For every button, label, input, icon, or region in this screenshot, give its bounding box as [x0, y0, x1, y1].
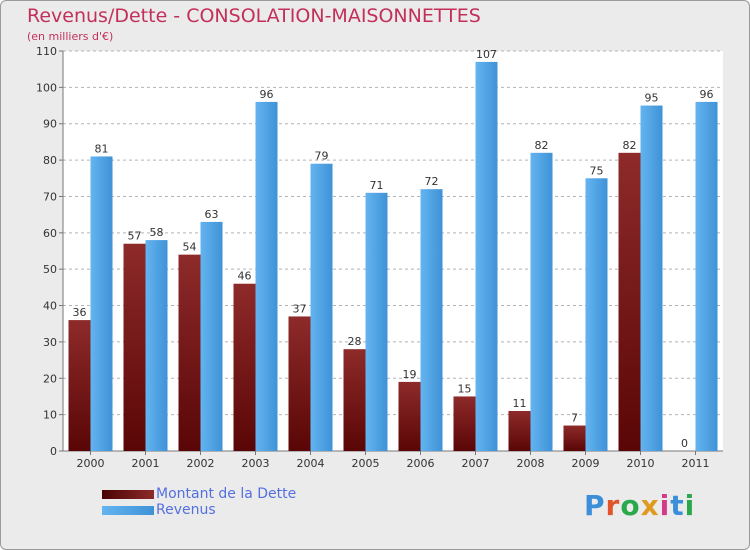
bar-debt: [123, 243, 146, 451]
logo-letter: i: [659, 489, 671, 522]
bar-revenus: [695, 101, 718, 451]
data-label-revenus: 79: [315, 150, 329, 163]
bar-revenus: [365, 192, 388, 451]
legend-swatch-debt: [102, 490, 154, 499]
data-label-debt: 11: [513, 397, 527, 410]
bar-debt: [68, 320, 91, 451]
logo-letter: r: [605, 489, 621, 522]
y-tick-label: 80: [43, 154, 57, 167]
data-label-debt: 57: [128, 230, 142, 243]
y-tick-label: 110: [36, 45, 57, 58]
bar-revenus: [90, 156, 113, 452]
data-label-debt: 28: [348, 335, 362, 348]
data-label-revenus: 72: [425, 175, 439, 188]
x-tick-label: 2010: [627, 457, 655, 470]
data-label-debt: 19: [403, 368, 417, 381]
data-label-revenus: 107: [476, 48, 497, 61]
data-label-revenus: 82: [535, 139, 549, 152]
legend-label-revenus: Revenus: [156, 502, 216, 518]
logo-letter: t: [670, 489, 685, 522]
bar-revenus: [475, 61, 498, 452]
bar-revenus: [145, 240, 168, 451]
data-label-revenus: 81: [95, 142, 109, 155]
bar-revenus: [530, 152, 553, 451]
chart-subtitle: (en milliers d'€): [27, 30, 114, 43]
x-tick-label: 2008: [517, 457, 545, 470]
bar-debt: [618, 152, 641, 451]
bar-revenus: [640, 105, 663, 451]
x-tick-label: 2009: [572, 457, 600, 470]
y-tick-label: 60: [43, 227, 57, 240]
data-label-debt: 36: [73, 306, 87, 319]
x-tick-label: 2004: [297, 457, 325, 470]
data-label-debt: 46: [238, 270, 252, 283]
bar-revenus: [200, 221, 223, 451]
x-tick-label: 2011: [682, 457, 710, 470]
y-tick-label: 90: [43, 118, 57, 131]
data-label-debt: 37: [293, 302, 307, 315]
bar-debt: [178, 254, 201, 451]
bar-debt: [453, 396, 476, 451]
x-tick-label: 2002: [187, 457, 215, 470]
logo-letter: o: [620, 489, 641, 522]
x-tick-label: 2007: [462, 457, 490, 470]
bar-debt: [398, 381, 421, 451]
bar-debt: [288, 316, 311, 451]
x-tick-label: 2006: [407, 457, 435, 470]
data-label-revenus: 96: [260, 88, 274, 101]
legend-label-debt: Montant de la Dette: [156, 486, 297, 502]
y-tick-label: 20: [43, 372, 57, 385]
x-tick-label: 2001: [132, 457, 160, 470]
data-label-debt: 7: [571, 412, 578, 425]
data-label-debt: 82: [623, 139, 637, 152]
legend-swatch-revenus: [102, 506, 154, 515]
bar-debt: [343, 349, 366, 451]
y-tick-label: 10: [43, 409, 57, 422]
bar-revenus: [585, 178, 608, 452]
bar-debt: [508, 411, 531, 451]
x-tick-label: 2000: [77, 457, 105, 470]
chart-title: Revenus/Dette - CONSOLATION-MAISONNETTES: [27, 5, 481, 27]
bar-revenus: [310, 163, 333, 451]
bar-debt: [233, 283, 256, 451]
data-label-revenus: 58: [150, 226, 164, 239]
bar-revenus: [255, 101, 278, 451]
y-tick-label: 50: [43, 263, 57, 276]
data-label-debt: 0: [681, 437, 688, 450]
data-label-revenus: 71: [370, 179, 384, 192]
plot-area: [63, 51, 723, 451]
y-tick-label: 0: [50, 445, 57, 458]
data-label-revenus: 95: [645, 92, 659, 105]
x-tick-label: 2005: [352, 457, 380, 470]
y-tick-label: 40: [43, 300, 57, 313]
proxiti-logo: Proxiti: [584, 489, 695, 522]
y-tick-label: 100: [36, 81, 57, 94]
x-tick-label: 2003: [242, 457, 270, 470]
y-tick-label: 70: [43, 190, 57, 203]
y-tick-label: 30: [43, 336, 57, 349]
bar-debt: [563, 425, 586, 451]
data-label-debt: 54: [183, 241, 197, 254]
data-label-revenus: 63: [205, 208, 219, 221]
data-label-revenus: 75: [590, 164, 604, 177]
bar-revenus: [420, 189, 443, 451]
logo-letter: P: [584, 489, 606, 522]
data-label-debt: 15: [458, 382, 472, 395]
logo-letter: x: [640, 489, 660, 522]
data-label-revenus: 96: [700, 88, 714, 101]
logo-letter: i: [684, 489, 696, 522]
